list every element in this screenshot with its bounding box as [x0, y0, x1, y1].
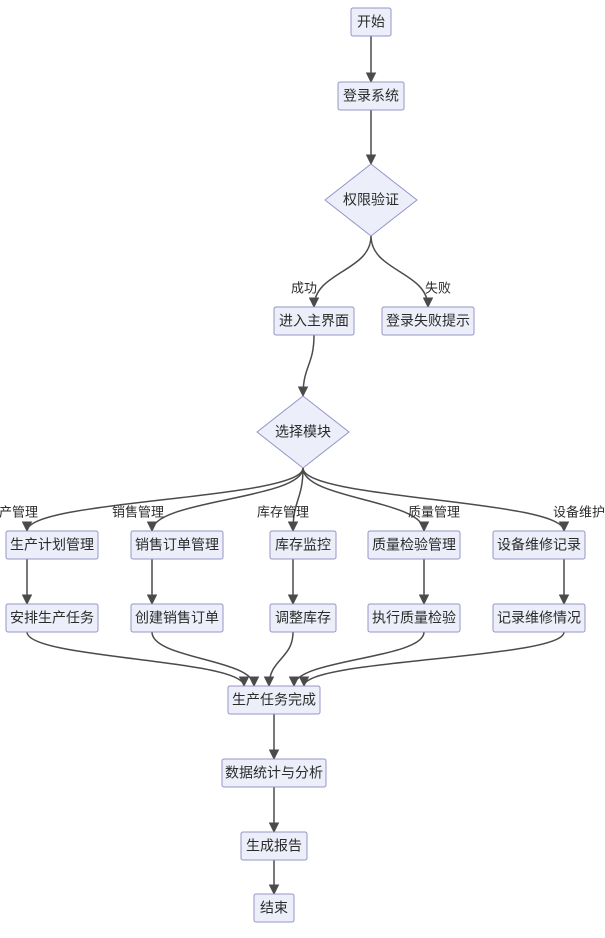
node-auth: 权限验证	[325, 164, 417, 236]
edge-dev_log-task_done	[304, 632, 564, 686]
node-label-auth: 权限验证	[343, 192, 399, 208]
node-label-login: 登录系统	[343, 88, 399, 104]
node-report: 生成报告	[241, 832, 307, 860]
node-label-prod_mgmt: 生产计划管理	[10, 537, 94, 553]
node-login: 登录系统	[338, 82, 404, 110]
node-dev_rec: 设备维修记录	[493, 531, 585, 559]
node-label-sales_new: 创建销售订单	[135, 610, 219, 626]
node-label-end: 结束	[260, 900, 288, 916]
edge-label-select-sales_mgmt: 销售管理	[112, 504, 164, 519]
edge-select-dev_rec	[303, 468, 564, 531]
node-qc_mgmt: 质量检验管理	[368, 531, 460, 559]
node-label-qc_mgmt: 质量检验管理	[372, 537, 456, 553]
node-label-start: 开始	[357, 14, 385, 30]
node-task_done: 生产任务完成	[228, 686, 320, 714]
node-label-stock_adj: 调整库存	[275, 610, 331, 626]
edge-select-prod_mgmt	[27, 468, 303, 531]
edge-main-select	[303, 335, 314, 396]
node-label-dev_log: 记录维修情况	[497, 610, 581, 626]
node-label-stock_mon: 库存监控	[275, 537, 331, 553]
edge-label-auth-fail: 失败	[425, 280, 451, 295]
node-label-analysis: 数据统计与分析	[225, 765, 323, 781]
edge-stock_adj-task_done	[269, 632, 293, 686]
node-prod_mgmt: 生产计划管理	[6, 531, 98, 559]
edge-select-qc_mgmt	[303, 468, 424, 531]
node-stock_adj: 调整库存	[270, 604, 336, 632]
node-fail: 登录失败提示	[382, 307, 474, 335]
node-qc_exec: 执行质量检验	[368, 604, 460, 632]
node-select: 选择模块	[257, 396, 349, 468]
node-analysis: 数据统计与分析	[222, 759, 326, 787]
node-sales_new: 创建销售订单	[131, 604, 223, 632]
node-label-dev_rec: 设备维修记录	[497, 537, 581, 553]
edge-label-select-stock_mon: 库存管理	[257, 504, 309, 519]
node-label-fail: 登录失败提示	[386, 313, 470, 329]
node-label-sales_mgmt: 销售订单管理	[135, 537, 219, 553]
edge-sales_new-task_done	[152, 632, 254, 686]
node-label-main: 进入主界面	[279, 313, 349, 329]
node-label-report: 生成报告	[246, 838, 302, 854]
nodes-group: 开始登录系统权限验证进入主界面 登录失败提示选择模块生产计划管理安排生产任务 销售订…	[6, 8, 585, 922]
node-label-select: 选择模块	[275, 424, 331, 440]
node-end: 结束	[254, 894, 294, 922]
node-stock_mon: 库存监控	[270, 531, 336, 559]
node-prod_task: 安排生产任务	[6, 604, 98, 632]
edge-label-select-qc_mgmt: 质量管理	[408, 504, 460, 519]
node-label-prod_task: 安排生产任务	[10, 610, 94, 626]
node-label-qc_exec: 执行质量检验	[372, 610, 456, 626]
edge-label-select-prod_mgmt: 生产管理	[0, 504, 38, 519]
node-main: 进入主界面	[274, 307, 354, 335]
flowchart-canvas: 成功 失败生产管理 销售管理 库存管理 质量管理 设备维护 开始登录系统权限验证进入主界面 登…	[0, 0, 605, 938]
node-sales_mgmt: 销售订单管理	[131, 531, 223, 559]
node-label-task_done: 生产任务完成	[232, 692, 316, 708]
edge-auth-fail	[371, 236, 428, 307]
node-dev_log: 记录维修情况	[493, 604, 585, 632]
edge-label-select-dev_rec: 设备维护	[553, 504, 605, 519]
edge-select-sales_mgmt	[152, 468, 303, 531]
edge-prod_task-task_done	[27, 632, 244, 686]
edge-auth-main	[314, 236, 371, 307]
edge-label-auth-main: 成功	[291, 280, 317, 295]
node-start: 开始	[351, 8, 391, 36]
